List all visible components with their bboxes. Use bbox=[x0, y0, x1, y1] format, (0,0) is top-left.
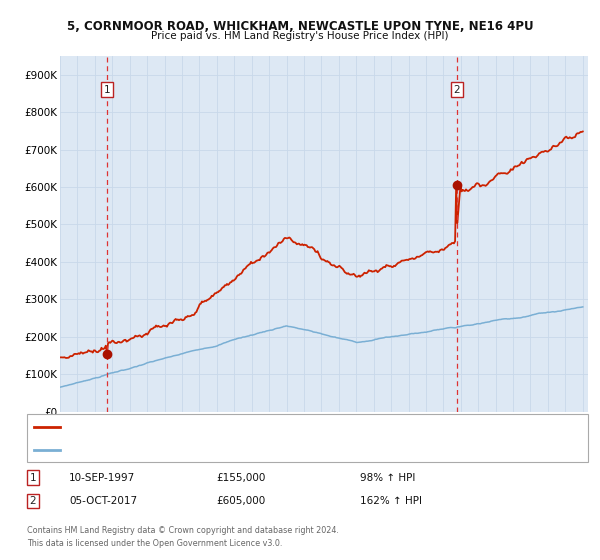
Text: 5, CORNMOOR ROAD, WHICKHAM, NEWCASTLE UPON TYNE, NE16 4PU: 5, CORNMOOR ROAD, WHICKHAM, NEWCASTLE UP… bbox=[67, 20, 533, 32]
Text: 05-OCT-2017: 05-OCT-2017 bbox=[69, 496, 137, 506]
Text: 10-SEP-1997: 10-SEP-1997 bbox=[69, 473, 135, 483]
Text: 1: 1 bbox=[29, 473, 37, 483]
Text: 2: 2 bbox=[453, 85, 460, 95]
Text: Contains HM Land Registry data © Crown copyright and database right 2024.: Contains HM Land Registry data © Crown c… bbox=[27, 526, 339, 535]
Text: 98% ↑ HPI: 98% ↑ HPI bbox=[360, 473, 415, 483]
Text: This data is licensed under the Open Government Licence v3.0.: This data is licensed under the Open Gov… bbox=[27, 539, 283, 548]
Text: £155,000: £155,000 bbox=[216, 473, 265, 483]
Text: 1: 1 bbox=[104, 85, 110, 95]
Text: £605,000: £605,000 bbox=[216, 496, 265, 506]
Text: HPI: Average price, detached house, Gateshead: HPI: Average price, detached house, Gate… bbox=[65, 446, 281, 455]
Text: 162% ↑ HPI: 162% ↑ HPI bbox=[360, 496, 422, 506]
Text: 2: 2 bbox=[29, 496, 37, 506]
Text: 5, CORNMOOR ROAD, WHICKHAM, NEWCASTLE UPON TYNE, NE16 4PU (detached house): 5, CORNMOOR ROAD, WHICKHAM, NEWCASTLE UP… bbox=[65, 423, 464, 432]
Text: Price paid vs. HM Land Registry's House Price Index (HPI): Price paid vs. HM Land Registry's House … bbox=[151, 31, 449, 41]
